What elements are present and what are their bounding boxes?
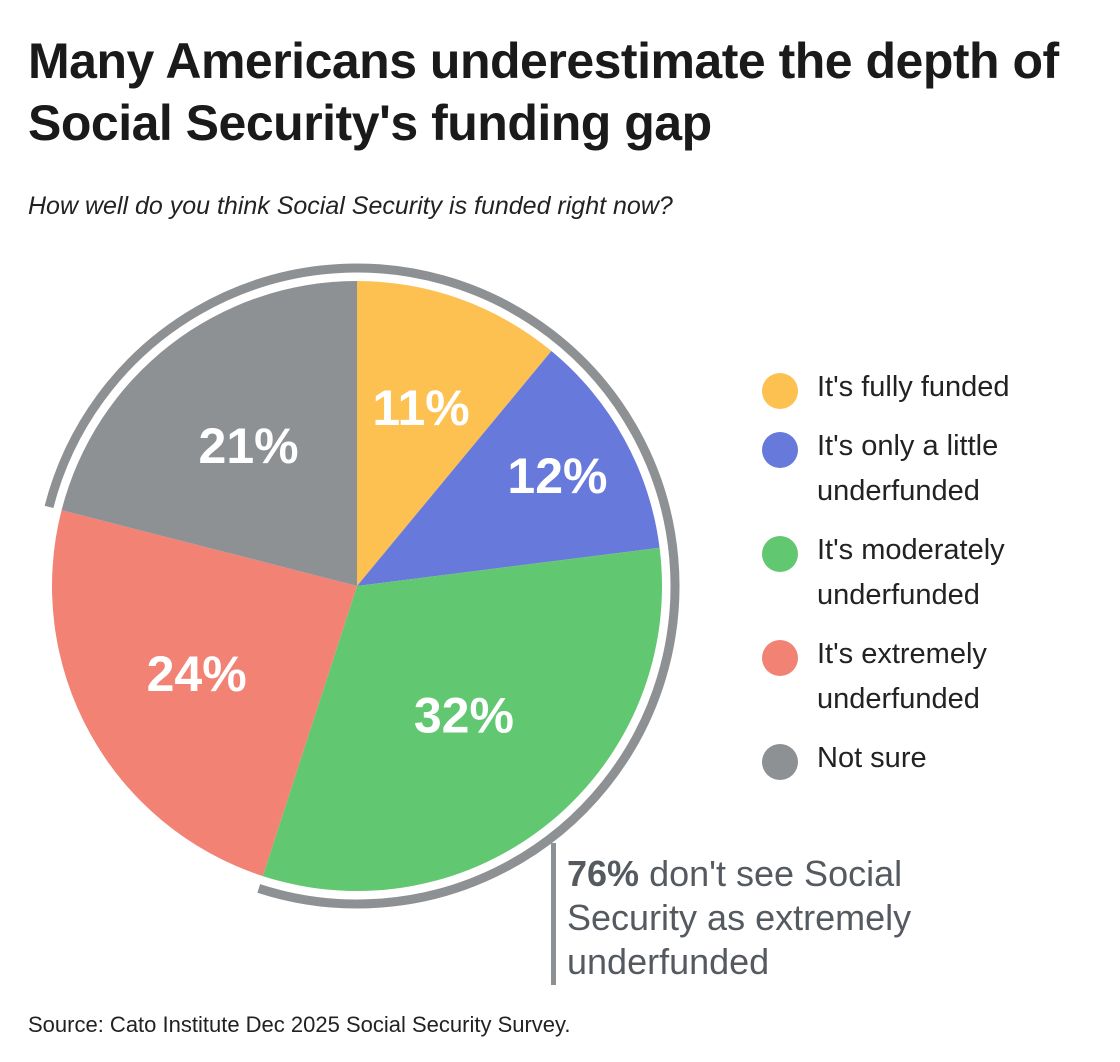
legend-item: It's extremely underfunded — [762, 632, 1057, 722]
slice-label: 32% — [414, 687, 514, 743]
legend-item: Not sure — [762, 736, 1057, 781]
pie-slice — [61, 281, 358, 586]
pie-slice — [357, 281, 552, 586]
pie-slice — [262, 547, 662, 891]
legend-swatch — [762, 373, 798, 409]
source-note: Source: Cato Institute Dec 2025 Social S… — [28, 1012, 571, 1037]
chart-title: Many Americans underestimate the depth o… — [28, 33, 1059, 151]
legend-item: It's fully funded — [762, 365, 1057, 410]
pie-slice — [51, 510, 357, 877]
slice-label: 24% — [147, 646, 247, 702]
slice-label: 12% — [507, 448, 607, 504]
legend-label: It's only a little underfunded — [817, 430, 999, 507]
legend-swatch — [762, 432, 798, 468]
legend-swatch — [762, 536, 798, 572]
slice-label: 21% — [199, 418, 299, 474]
annotation-line — [551, 843, 556, 985]
legend-label: It's fully funded — [817, 371, 1010, 403]
annotation: 76% don't see Social Security as extreme… — [567, 852, 967, 984]
annotation-ring — [44, 263, 680, 909]
legend-label: It's moderately underfunded — [817, 534, 1005, 611]
pie-slice — [357, 350, 660, 586]
legend-item: It's only a little underfunded — [762, 424, 1057, 514]
legend-item: It's moderately underfunded — [762, 528, 1057, 618]
chart-subtitle: How well do you think Social Security is… — [28, 192, 673, 220]
legend-swatch — [762, 744, 798, 780]
slice-label: 11% — [372, 380, 469, 436]
legend-label: It's extremely underfunded — [817, 638, 987, 715]
legend: It's fully funded It's only a little unde… — [762, 365, 1057, 795]
annotation-text: don't see Social Security as extremely u… — [567, 853, 912, 982]
annotation-bold: 76% — [567, 853, 640, 894]
legend-label: Not sure — [817, 742, 927, 774]
legend-swatch — [762, 640, 798, 676]
